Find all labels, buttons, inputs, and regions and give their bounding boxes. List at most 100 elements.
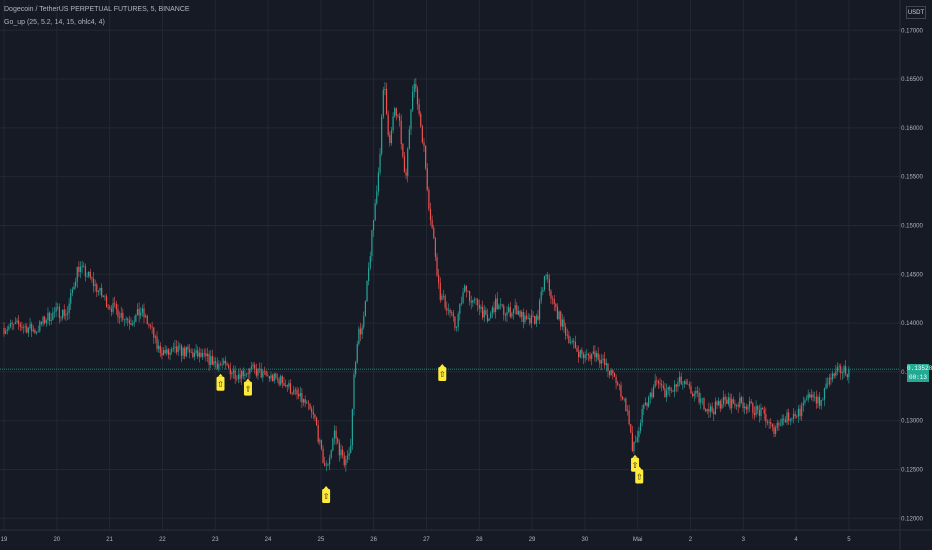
candle-body [371, 230, 373, 257]
candle-body [182, 347, 184, 356]
candle-body [320, 440, 323, 449]
candle-body [525, 315, 528, 319]
candle-body [631, 432, 633, 452]
candle-body [81, 265, 83, 267]
candle-body [13, 323, 15, 325]
candle-body [6, 329, 8, 332]
candle-body [473, 299, 476, 301]
candle-body [247, 373, 249, 375]
candle-body [94, 284, 96, 286]
candle-body [485, 310, 487, 315]
candle-body [368, 267, 370, 281]
candle-body [104, 296, 106, 298]
candle-body [319, 440, 321, 442]
candle-body [328, 457, 331, 465]
candle-body [732, 399, 734, 404]
candle-body [389, 135, 391, 144]
candle-body [630, 424, 632, 433]
candle-body [219, 364, 222, 365]
candle-body [586, 353, 588, 355]
candle-body [32, 329, 34, 332]
candle-body [604, 358, 606, 366]
candle-body [88, 271, 90, 277]
candle-body [14, 322, 16, 324]
candle-body [223, 360, 225, 365]
candle-body [797, 408, 800, 417]
candle-body [112, 303, 114, 312]
candle-body [267, 375, 269, 377]
currency-selector[interactable]: USDT [906, 6, 926, 19]
candle-body [428, 189, 430, 210]
candle-body [130, 323, 132, 325]
candle-body [517, 311, 520, 315]
candle-body [403, 156, 406, 173]
candle-body [678, 376, 681, 383]
y-tick-label: 0.16000 [901, 126, 923, 132]
candle-body [57, 306, 59, 308]
candle-body [302, 399, 305, 403]
candle-body [719, 400, 721, 409]
candle-body [775, 427, 777, 434]
candle-body [470, 301, 472, 303]
candle-body [169, 352, 171, 355]
candle-body [307, 402, 310, 404]
candle-body [24, 326, 26, 328]
candle-body [249, 368, 251, 374]
candle-body [291, 393, 293, 395]
candle-body [327, 464, 329, 466]
candle-body [656, 380, 658, 382]
candle-body [801, 405, 803, 417]
candle-body [263, 370, 266, 372]
candle-body [524, 315, 526, 323]
candle-body [364, 301, 366, 317]
x-tick-label: 24 [265, 537, 272, 543]
candle-body [55, 307, 57, 312]
candle-body [218, 364, 220, 369]
candle-body [193, 352, 196, 357]
candle-body [262, 370, 264, 378]
candle-body [281, 376, 283, 383]
candle-body [198, 352, 200, 357]
candle-body [744, 406, 746, 409]
candle-body [498, 305, 500, 309]
candle-body [496, 298, 498, 309]
candle-body [451, 312, 453, 314]
candle-body [288, 383, 290, 387]
last-price-label: 0.13528 [907, 364, 932, 374]
candle-body [187, 347, 189, 350]
candle-body [145, 315, 147, 318]
candle-body [535, 315, 537, 324]
candle-body [695, 391, 697, 394]
candle-body [376, 191, 378, 204]
buy-signal-label: ⇧ [636, 472, 643, 481]
candle-body [273, 373, 275, 382]
candle-body [753, 412, 756, 416]
candle-body [503, 305, 505, 316]
candle-body [60, 317, 62, 319]
candle-body [591, 353, 593, 359]
candle-body [294, 389, 296, 391]
candle-body [283, 382, 285, 386]
buy-signal-label: ⇧ [245, 385, 252, 394]
candle-body [638, 431, 640, 438]
candle-body [508, 307, 510, 312]
candle-body [18, 320, 20, 325]
indicator-legend[interactable]: Go_up (25, 5.2, 14, 15, ohlc4, 4) [4, 19, 105, 26]
candle-body [464, 285, 466, 293]
candle-body [355, 362, 357, 375]
candle-body [843, 366, 845, 373]
candle-body [810, 394, 813, 398]
candle-body [254, 364, 256, 369]
candle-body [773, 426, 775, 434]
candle-body [11, 323, 13, 325]
candle-body [636, 437, 638, 442]
candle-body [171, 349, 173, 353]
candle-body [665, 390, 668, 398]
candle-body [622, 396, 624, 400]
candle-body [582, 354, 585, 359]
candle-body [350, 445, 352, 454]
candle-body [657, 381, 660, 384]
candle-body [239, 374, 241, 379]
